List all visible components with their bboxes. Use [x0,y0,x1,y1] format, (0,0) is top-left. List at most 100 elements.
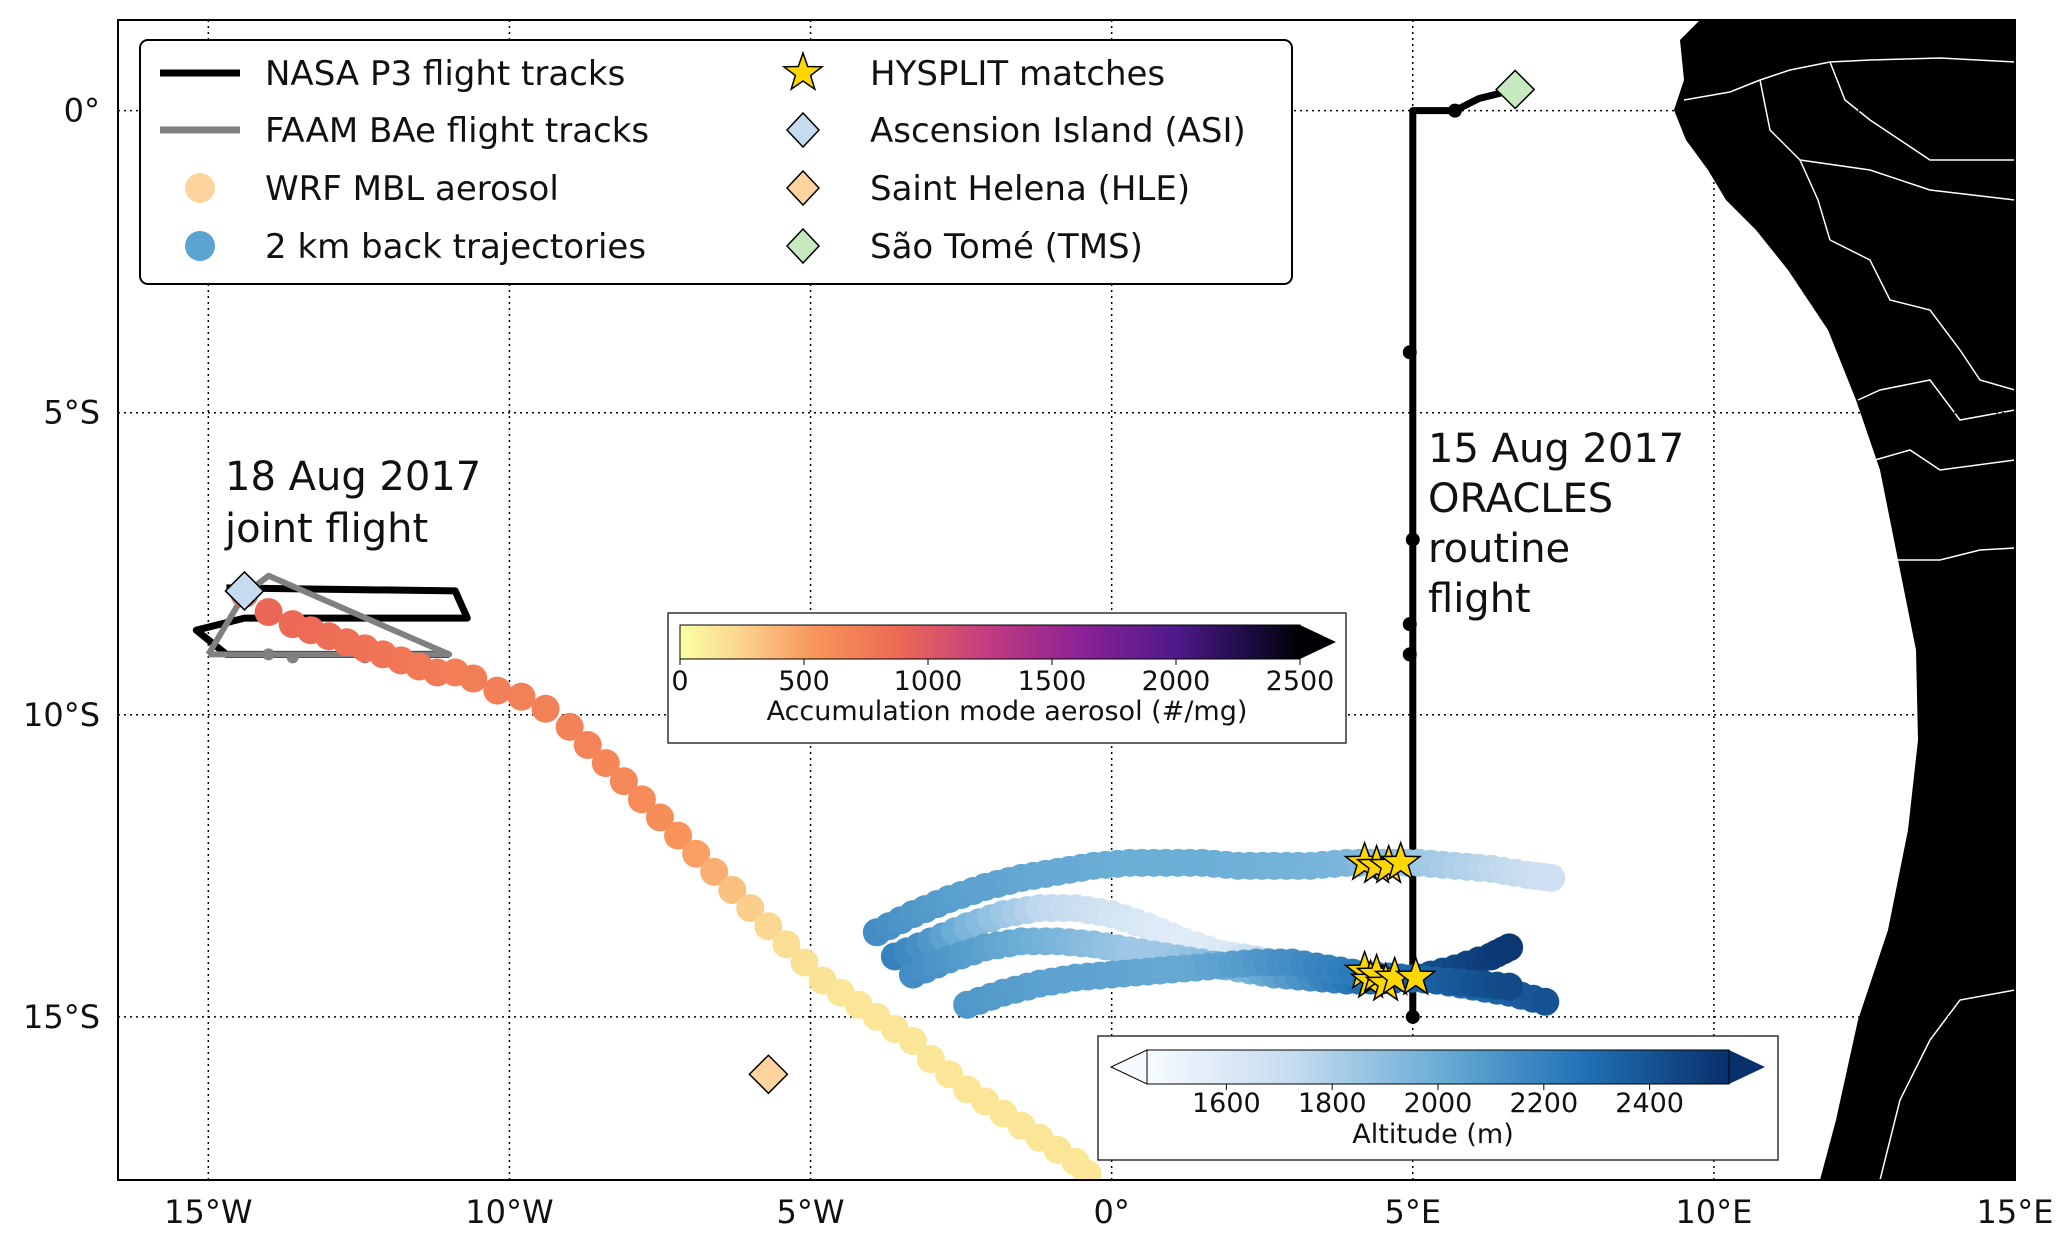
wrf-aerosol-point [555,712,584,741]
wrf-aerosol-point [483,676,512,705]
station-markers [224,69,1536,1095]
plot-frame [117,19,2016,1181]
wrf-aerosol-point [898,1027,927,1056]
routine-flight-line-1: 15 Aug 2017 [1428,426,1684,472]
colorbar-tick-label: 2200 [1509,1088,1578,1119]
x-tick-label: 5°E [1384,1193,1441,1231]
p3-track-point [1402,617,1417,632]
p3-track-point [1402,647,1417,662]
wrf-aerosol-point [591,749,620,778]
bae-track-point [286,651,299,664]
legend-hysplit-star [781,50,825,92]
colorbar-tick-label: 1000 [894,666,963,697]
station-diamond [748,1054,789,1095]
wrf-aerosol-point [736,894,765,923]
hysplit-match-star [1394,955,1437,996]
x-tick-label: 15°W [164,1193,252,1231]
hysplit-match-stars [1343,840,1437,1002]
hysplit-match-star [1379,840,1422,881]
wrf-aerosol-point [254,598,283,627]
wrf-aerosol-point [573,731,602,759]
back-trajectory-points [862,848,1566,1019]
trajectory-point [1495,933,1524,962]
colorbar-tick-label: 2000 [1142,666,1211,697]
country-borders [1683,57,2015,1180]
aerosol-colorbar-label: Accumulation mode aerosol (#/mg) [767,696,1248,727]
x-tick-label: 10°E [1675,1193,1752,1231]
altitude-colorbar-gradient [1147,1050,1729,1084]
joint-flight-label: 18 Aug 2017 joint flight [224,454,494,552]
legend-tms-diamond [785,227,821,265]
wrf-aerosol-point [627,785,656,814]
wrf-aerosol-point [1073,1159,1102,1180]
legend-hle-diamond [785,169,821,207]
legend-wrf-circle [185,173,215,203]
altitude-colorbar: 1600 1800 2000 2200 2400 Altitude (m) [1097,1035,1779,1161]
legend-traj-circle [185,231,215,261]
colorbar-tick-label: 0 [671,666,688,697]
p3-track-point [1447,103,1462,118]
legend: NASA P3 flight tracks FAAM BAe flight tr… [139,39,1293,285]
x-tick-label: 15°E [1977,1193,2054,1231]
x-tick-label: 0° [1093,1193,1129,1231]
p3-track-point [1402,345,1417,360]
colorbar-tick-label: 1600 [1192,1088,1261,1119]
legend-wrf-label: WRF MBL aerosol [265,169,559,209]
legend-traj-label: 2 km back trajectories [265,227,646,267]
aerosol-colorbar-extend [1300,625,1336,659]
joint-flight-line-1: 18 Aug 2017 [225,454,481,500]
wrf-aerosol-point [507,682,536,711]
station-diamond [1495,69,1536,110]
x-tick-label: 5°W [777,1193,845,1231]
colorbar-tick-label: 2400 [1615,1088,1684,1119]
x-axis-ticks: 15°W 10°W 5°W 0° 5°E 10°E 15°E [164,1193,2053,1231]
altitude-colorbar-label: Altitude (m) [1352,1119,1513,1150]
wrf-aerosol-point [772,930,801,959]
y-tick-label: 5°S [43,394,100,432]
routine-flight-line-3: routine [1428,526,1570,572]
colorbar-tick-label: 1500 [1018,666,1087,697]
bae-track-point [262,648,275,661]
legend-box [139,39,1293,285]
station-diamond [224,570,265,611]
colorbar-tick-label: 1800 [1298,1088,1367,1119]
wrf-aerosol-point [754,912,783,941]
wrf-aerosol-point [790,948,819,977]
colorbar-tick-label: 2500 [1266,666,1335,697]
aerosol-colorbar-outline [679,624,1301,660]
y-tick-label: 0° [64,92,100,130]
wrf-aerosol-point [531,694,560,723]
wrf-aerosol-point [459,664,488,693]
wrf-aerosol-point [718,876,747,904]
aerosol-colorbar-ticks: 0 500 1000 1500 2000 2500 [671,659,1334,697]
wrf-aerosol-point [664,821,693,850]
legend-hle-label: Saint Helena (HLE) [870,169,1190,209]
joint-flight-line-2: joint flight [224,506,428,552]
legend-hysplit-label: HYSPLIT matches [870,54,1165,94]
legend-tms-label: São Tomé (TMS) [870,227,1143,267]
trajectory-point [1531,987,1560,1016]
y-tick-label: 15°S [23,998,100,1036]
aerosol-colorbar: 0 500 1000 1500 2000 2500 Accumulation mode a… [667,612,1347,744]
legend-asi-label: Ascension Island (ASI) [870,111,1246,151]
colorbar-tick-label: 2000 [1404,1088,1473,1119]
y-tick-label: 10°S [23,696,100,734]
p3-track-point [1405,1009,1420,1024]
aerosol-colorbar-gradient [680,625,1300,659]
trajectory-point [1495,972,1524,1001]
wrf-aerosol-point [609,767,638,796]
colorbar-tick-label: 500 [778,666,830,697]
legend-bae-label: FAAM BAe flight tracks [265,111,649,151]
wrf-aerosol-point [646,803,674,832]
p3-track-point [1405,532,1420,547]
x-tick-label: 10°W [465,1193,553,1231]
legend-asi-diamond [785,111,821,149]
trajectory-point [1537,863,1566,892]
wrf-aerosol-point [700,857,729,886]
wrf-aerosol-point [682,839,711,868]
y-axis-ticks: 0° 5°S 10°S 15°S [23,92,100,1036]
routine-flight-line-2: ORACLES [1428,476,1613,522]
routine-flight-line-4: flight [1428,576,1531,622]
altitude-colorbar-ticks: 1600 1800 2000 2200 2400 [1192,1084,1684,1119]
